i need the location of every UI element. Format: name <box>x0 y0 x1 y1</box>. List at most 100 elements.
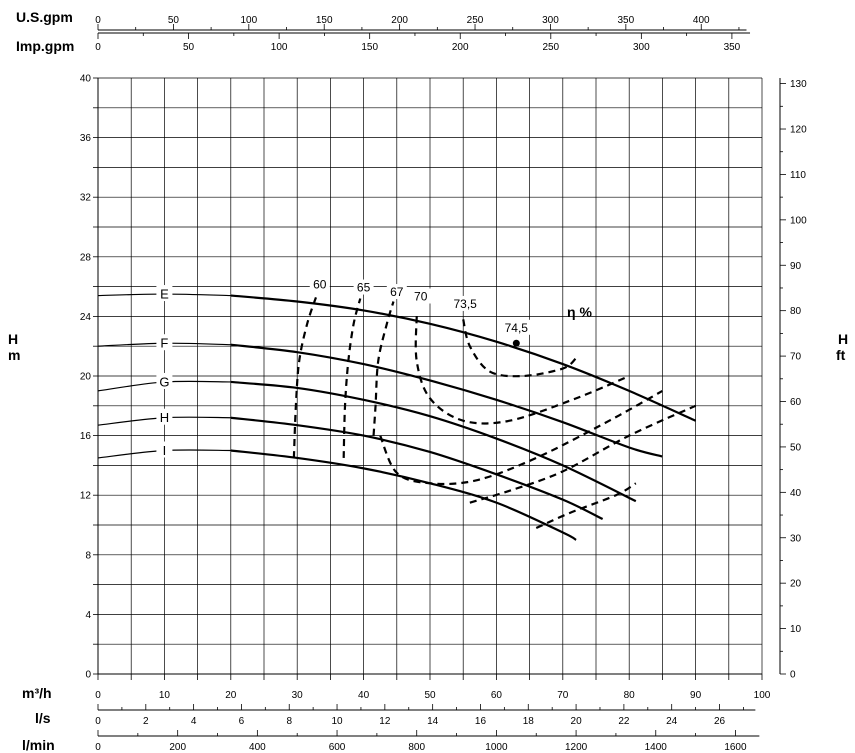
efficiency-line-67 <box>372 301 395 436</box>
x-axis-tick-label: 40 <box>358 690 370 701</box>
usgpm-tick-label: 250 <box>467 15 484 26</box>
usgpm-unit-label: U.S.gpm <box>16 9 73 25</box>
right-axis-tick-label: 40 <box>790 488 802 499</box>
ls-tick-label: 26 <box>714 716 726 727</box>
lmin-tick-label: 0 <box>95 742 101 753</box>
ls-tick-label: 18 <box>523 716 535 727</box>
impgpm-tick-label: 350 <box>724 42 741 53</box>
impgpm-tick-label: 50 <box>183 42 195 53</box>
efficiency-line-70 <box>414 316 630 425</box>
efficiency-label-background <box>309 276 330 292</box>
efficiency-label-60: 60 <box>313 278 327 292</box>
usgpm-tick-label: 50 <box>168 15 180 26</box>
lmin-unit-label: l/min <box>22 737 55 753</box>
right-axis-tick-label: 70 <box>790 352 802 363</box>
x-axis-tick-label: 60 <box>491 690 503 701</box>
efficiency-title: η % <box>567 304 592 320</box>
curve-label-background <box>156 441 173 458</box>
impgpm-tick-label: 0 <box>95 42 101 53</box>
ls-tick-label: 0 <box>95 716 101 727</box>
lmin-scale: 0 200 400 600 800 1000 1200 1400 1600 <box>95 730 760 753</box>
ls-tick-label: 16 <box>475 716 487 727</box>
chart-grid <box>97 77 763 675</box>
curve-label-E: E <box>160 287 169 302</box>
ls-tick-label: 8 <box>286 716 292 727</box>
efficiency-label-background <box>448 295 483 311</box>
efficiency-label-background <box>410 288 431 304</box>
left-axis-tick-label: 0 <box>85 670 91 681</box>
ls-tick-label: 10 <box>331 716 343 727</box>
right-axis-tick-label: 130 <box>790 79 807 90</box>
left-axis-tick-label: 4 <box>85 610 91 621</box>
left-axis: 0 4 8 12 16 20 24 28 32 36 40 <box>80 74 99 681</box>
right-axis-tick-label: 100 <box>790 215 807 226</box>
pump-curve-H <box>230 416 604 521</box>
x-axis-tick-label: 80 <box>624 690 636 701</box>
right-axis-tick-label: 30 <box>790 533 802 544</box>
usgpm-tick-label: 0 <box>95 15 101 26</box>
x-axis-tick-label: 0 <box>95 690 101 701</box>
x-axis-tick-label: 20 <box>225 690 237 701</box>
efficiency-label-background <box>353 279 374 295</box>
impgpm-tick-label: 300 <box>633 42 650 53</box>
ls-tick-label: 14 <box>427 716 439 727</box>
curve-label-H: H <box>160 410 169 425</box>
pump-curve-E <box>230 294 697 422</box>
pump-curve-F <box>230 343 663 458</box>
left-axis-tick-label: 8 <box>85 550 91 561</box>
lmin-tick-label: 1000 <box>485 742 508 753</box>
x-axis-tick-label: 100 <box>754 690 771 701</box>
m3h-unit-label: m³/h <box>22 685 52 701</box>
ls-tick-label: 12 <box>379 716 391 727</box>
efficiency-line-60b <box>535 482 637 529</box>
efficiency-label-67: 67 <box>390 285 404 299</box>
curve-label-background <box>156 285 173 302</box>
lmin-tick-label: 800 <box>408 742 425 753</box>
x-axis-tick-label: 70 <box>557 690 569 701</box>
x-axis-tick-label: 90 <box>690 690 702 701</box>
ls-tick-label: 22 <box>618 716 630 727</box>
right-axis-tick-label: 80 <box>790 306 802 317</box>
right-axis-tick-label: 50 <box>790 442 802 453</box>
left-axis-tick-label: 40 <box>80 74 92 85</box>
impgpm-tick-label: 150 <box>361 42 378 53</box>
efficiency-label-65: 65 <box>357 281 371 295</box>
ls-tick-label: 4 <box>191 716 197 727</box>
right-axis-tick-label: 0 <box>790 670 796 681</box>
ls-tick-label: 24 <box>666 716 678 727</box>
x-axis-tick-label: 30 <box>292 690 304 701</box>
x-axis-tick-label: 10 <box>159 690 171 701</box>
curve-label-I: I <box>163 443 167 458</box>
lmin-tick-label: 600 <box>329 742 346 753</box>
m3h-scale: 0 10 20 30 40 50 60 70 80 90 100 <box>95 673 771 701</box>
efficiency-label-background <box>499 319 534 335</box>
left-axis-unit-bottom: m <box>8 347 20 363</box>
lmin-tick-label: 1400 <box>645 742 668 753</box>
curve-label-background <box>156 372 173 389</box>
peak-efficiency-point <box>512 339 520 347</box>
lmin-tick-label: 200 <box>169 742 186 753</box>
right-axis-unit-top: H <box>838 331 848 347</box>
curve-label-G: G <box>159 374 169 389</box>
pump-curve-G <box>230 380 637 503</box>
impgpm-unit-label: Imp.gpm <box>16 38 74 54</box>
efficiency-line-65b <box>469 404 697 504</box>
left-axis-tick-label: 32 <box>80 193 92 204</box>
ls-tick-label: 2 <box>143 716 149 727</box>
ls-tick-label: 20 <box>571 716 583 727</box>
left-axis-tick-label: 20 <box>80 372 92 383</box>
usgpm-tick-label: 400 <box>693 15 710 26</box>
right-axis-tick-label: 90 <box>790 261 802 272</box>
lmin-tick-label: 1200 <box>565 742 588 753</box>
ls-tick-label: 6 <box>239 716 245 727</box>
efficiency-label-74,5: 74,5 <box>505 321 529 335</box>
efficiency-line-67b <box>379 389 663 486</box>
curve-label-F: F <box>160 336 168 351</box>
ls-unit-label: l/s <box>35 710 51 726</box>
curve-label-background <box>156 408 173 425</box>
left-axis-tick-label: 12 <box>80 491 92 502</box>
top-scales: U.S.gpm Imp.gpm 0 50 100 150 200 250 300 350 400… <box>16 9 751 54</box>
x-axis-tick-label: 50 <box>424 690 436 701</box>
right-axis-tick-label: 110 <box>790 170 806 181</box>
efficiency-line-60 <box>292 293 319 458</box>
